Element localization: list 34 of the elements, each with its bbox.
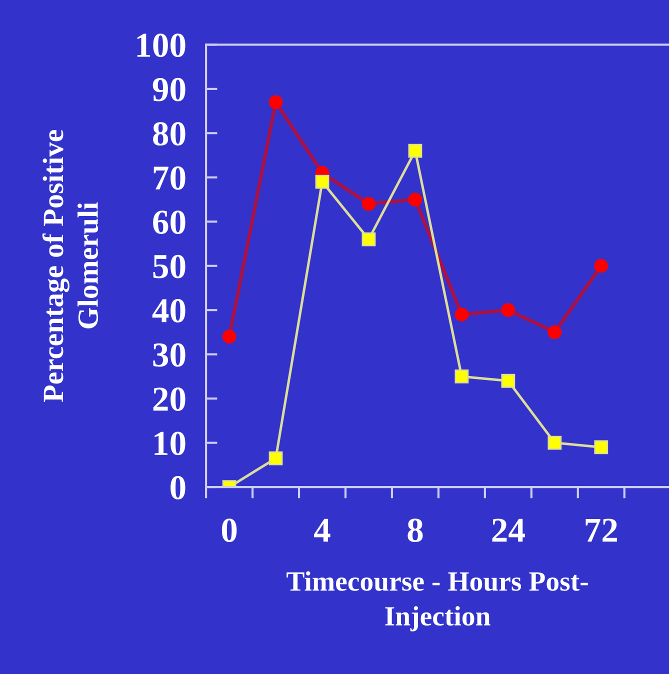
point — [548, 436, 562, 450]
y-tick-label: 50 — [153, 254, 186, 278]
y-tick-label: 90 — [152, 78, 186, 102]
x-axis-title: Timecourse - Hours Post- Injection — [286, 571, 588, 632]
x-tick-label: 4 — [314, 518, 330, 542]
y-tick-label: 0 — [170, 476, 186, 500]
point — [408, 144, 422, 158]
y-tick-label: 40 — [152, 299, 186, 322]
y-tick-label: 10 — [154, 432, 186, 456]
y-tick-label: 100 — [137, 34, 186, 58]
x-tick-label: 0 — [222, 518, 237, 542]
y-tick-label: 80 — [153, 122, 186, 146]
x-tick-label: 8 — [408, 518, 423, 542]
point — [594, 258, 608, 273]
point — [315, 174, 330, 189]
y-tick-label: 70 — [154, 166, 186, 190]
point — [408, 192, 422, 206]
point — [362, 196, 376, 211]
point — [501, 374, 516, 388]
point — [268, 95, 283, 110]
point — [268, 451, 283, 466]
point — [501, 303, 516, 318]
x-tick-label: 72 — [586, 518, 618, 542]
point — [548, 325, 562, 340]
point — [454, 308, 469, 322]
x-tick-label: 24 — [492, 518, 525, 542]
y-tick-label: 60 — [153, 210, 186, 234]
y-tick-label: 30 — [153, 343, 186, 367]
y-axis-title: Percentage of Positive Glomeruli — [42, 130, 98, 402]
point — [594, 440, 608, 454]
y-tick-label: 20 — [153, 388, 186, 411]
point — [362, 232, 376, 246]
point — [454, 370, 469, 384]
point — [222, 330, 236, 344]
